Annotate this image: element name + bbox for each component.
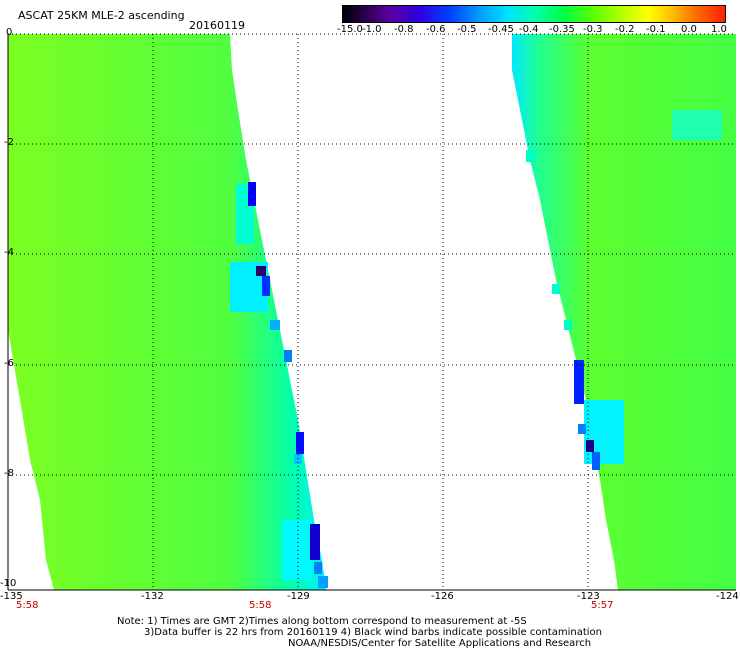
y-tick: -6 — [4, 358, 14, 369]
colorbar-label: 0.0 — [681, 24, 697, 35]
time-label: 5:58 — [249, 600, 272, 611]
y-tick: -10 — [0, 578, 17, 589]
colorbar-label: -0.45 — [488, 24, 514, 35]
x-tick: -132 — [141, 591, 164, 602]
swath-left — [8, 34, 326, 590]
colorbar-label: -15.0 — [337, 24, 363, 35]
colorbar-label: -0.5 — [457, 24, 477, 35]
colorbar-label: -0.35 — [549, 24, 575, 35]
y-tick: -4 — [4, 247, 14, 258]
colorbar-label: -0.3 — [583, 24, 603, 35]
y-tick: -8 — [4, 468, 14, 479]
note-line-2: 3)Data buffer is 22 hrs from 20160119 4)… — [144, 627, 602, 638]
colorbar-label: -0.6 — [426, 24, 446, 35]
y-tick: -2 — [4, 137, 14, 148]
swath-right — [512, 34, 736, 590]
colorbar-label: -1.0 — [362, 24, 382, 35]
time-label: 5:58 — [16, 600, 39, 611]
x-tick: -124 — [716, 591, 739, 602]
colorbar-label: -0.8 — [394, 24, 414, 35]
colorbar-label: 1.0 — [711, 24, 727, 35]
colorbar-label: -0.4 — [519, 24, 539, 35]
colorbar — [342, 5, 726, 23]
grid-lines — [8, 33, 736, 590]
low-value-patches — [230, 110, 722, 588]
x-tick: -126 — [431, 591, 454, 602]
x-tick: -135 — [0, 591, 23, 602]
time-label: 5:57 — [591, 600, 614, 611]
note-line-3: NOAA/NESDIS/Center for Satellite Applica… — [288, 638, 592, 649]
note-line-1: Note: 1) Times are GMT 2)Times along bot… — [117, 616, 527, 627]
map-date: 20160119 — [189, 19, 245, 32]
colorbar-label: -0.1 — [646, 24, 666, 35]
x-tick: -123 — [577, 591, 600, 602]
x-tick: -129 — [287, 591, 310, 602]
y-tick: 0 — [6, 27, 13, 38]
map-title: ASCAT 25KM MLE-2 ascending — [18, 9, 185, 22]
colorbar-label: -0.2 — [615, 24, 635, 35]
